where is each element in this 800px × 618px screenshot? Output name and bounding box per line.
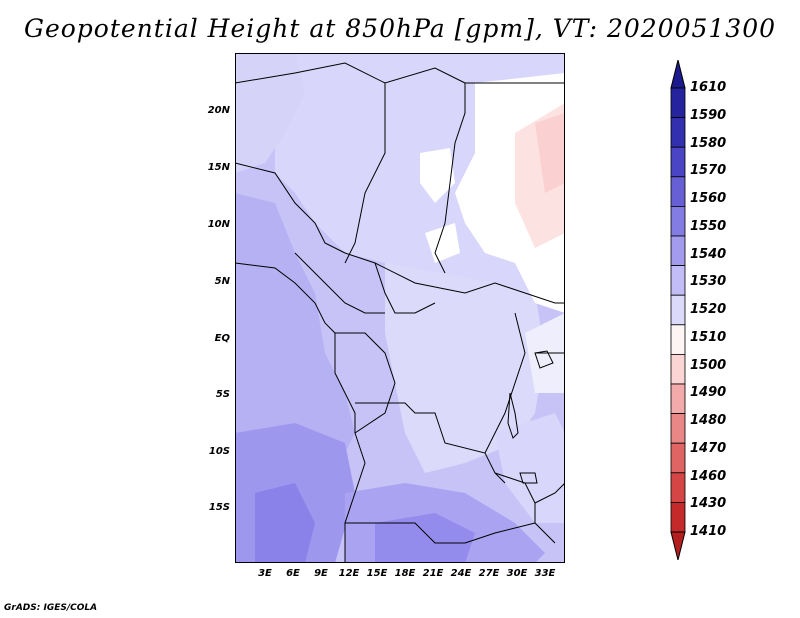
field-darker-southcentral bbox=[375, 513, 475, 563]
map-frame bbox=[235, 53, 565, 563]
border-line bbox=[434, 83, 466, 274]
colorbar-label: 1540 bbox=[690, 246, 727, 262]
colorbar-label: 1520 bbox=[690, 302, 727, 317]
credit-text: GrADS: IGES/COLA bbox=[4, 603, 98, 613]
lon-label: 3E bbox=[258, 568, 272, 579]
border-line bbox=[534, 482, 565, 504]
lon-label: 9E bbox=[314, 568, 328, 579]
lon-label: 15E bbox=[366, 568, 388, 579]
border-line bbox=[235, 162, 346, 254]
colorbar-label: 1580 bbox=[690, 135, 727, 151]
lat-label: 20N bbox=[207, 105, 230, 116]
colorbar-label: 1510 bbox=[690, 329, 727, 345]
lon-label: 12E bbox=[338, 568, 360, 579]
colorbar-label: 1490 bbox=[690, 385, 727, 401]
lat-label: 5S bbox=[215, 389, 230, 400]
map-plot-area bbox=[235, 53, 565, 563]
lon-label: 30E bbox=[506, 568, 528, 579]
border-line bbox=[345, 522, 536, 544]
border-line bbox=[335, 332, 396, 434]
border-line bbox=[344, 83, 386, 264]
colorbar-label: 1410 bbox=[690, 524, 727, 539]
lat-label: 5N bbox=[214, 276, 230, 287]
field-white-patch bbox=[420, 148, 455, 203]
colorbar-swatch bbox=[670, 235, 686, 267]
field-darkest-southwest bbox=[255, 483, 315, 563]
lon-label: 33E bbox=[534, 568, 556, 579]
lon-label: 18E bbox=[394, 568, 416, 579]
colorbar-label: 1460 bbox=[690, 468, 727, 484]
colorbar-swatch bbox=[670, 383, 686, 415]
lat-label: 10S bbox=[208, 446, 230, 457]
colorbar-swatch bbox=[670, 472, 686, 503]
border-line bbox=[374, 262, 436, 314]
colorbar-swatch bbox=[670, 353, 686, 385]
colorbar-bottom-triangle bbox=[670, 531, 686, 560]
lat-label: 10N bbox=[207, 219, 230, 230]
colorbar-label: 1500 bbox=[690, 357, 727, 373]
colorbar-swatch bbox=[670, 117, 686, 148]
lake-outline bbox=[519, 472, 538, 484]
country-borders bbox=[235, 62, 565, 563]
colorbar-swatch bbox=[670, 294, 686, 326]
lat-label: EQ bbox=[214, 333, 230, 344]
colorbar-swatch bbox=[670, 442, 686, 474]
colorbar-swatch bbox=[670, 87, 686, 119]
border-line bbox=[294, 252, 385, 314]
lat-label: 15S bbox=[208, 502, 230, 513]
colorbar-swatch bbox=[670, 265, 686, 296]
colorbar-label: 1430 bbox=[690, 496, 727, 512]
colorbar bbox=[670, 60, 686, 560]
colorbar-label: 1570 bbox=[690, 163, 727, 179]
colorbar-label: 1480 bbox=[690, 413, 727, 428]
field-lighter-central bbox=[385, 263, 545, 473]
colorbar-label: 1470 bbox=[690, 440, 727, 456]
colorbar-swatch bbox=[670, 205, 686, 237]
colorbar-top-triangle bbox=[670, 60, 686, 89]
field-west-band bbox=[235, 193, 355, 473]
lon-label: 24E bbox=[450, 568, 472, 579]
colorbar-swatch bbox=[670, 176, 686, 207]
lon-label: 21E bbox=[422, 568, 444, 579]
colorbar-label: 1530 bbox=[690, 274, 727, 290]
colorbar-swatch bbox=[670, 324, 686, 355]
border-line bbox=[334, 333, 356, 433]
field-nw-light bbox=[235, 53, 305, 173]
colorbar-swatch bbox=[670, 146, 686, 178]
field-pink-east-2 bbox=[535, 113, 565, 193]
border-line bbox=[235, 62, 466, 84]
field-white-patch-2 bbox=[425, 223, 460, 263]
colorbar-swatch bbox=[670, 413, 686, 444]
chart-title: Geopotential Height at 850hPa [gpm], VT:… bbox=[23, 14, 777, 43]
border-line bbox=[235, 262, 336, 334]
lake-outline bbox=[534, 350, 554, 369]
lon-label: 27E bbox=[478, 568, 500, 579]
colorbar-label: 1590 bbox=[690, 107, 727, 123]
border-line bbox=[344, 432, 366, 563]
field-light-southeast bbox=[495, 413, 565, 523]
colorbar-label: 1610 bbox=[690, 80, 727, 95]
colorbar-label: 1560 bbox=[690, 191, 727, 206]
lat-label: 15N bbox=[207, 162, 230, 173]
colorbar-label: 1550 bbox=[690, 218, 727, 234]
colorbar-swatch bbox=[670, 501, 686, 533]
lake-outline bbox=[507, 392, 519, 439]
border-line bbox=[355, 402, 506, 484]
lon-label: 6E bbox=[286, 568, 300, 579]
border-line bbox=[344, 252, 565, 304]
